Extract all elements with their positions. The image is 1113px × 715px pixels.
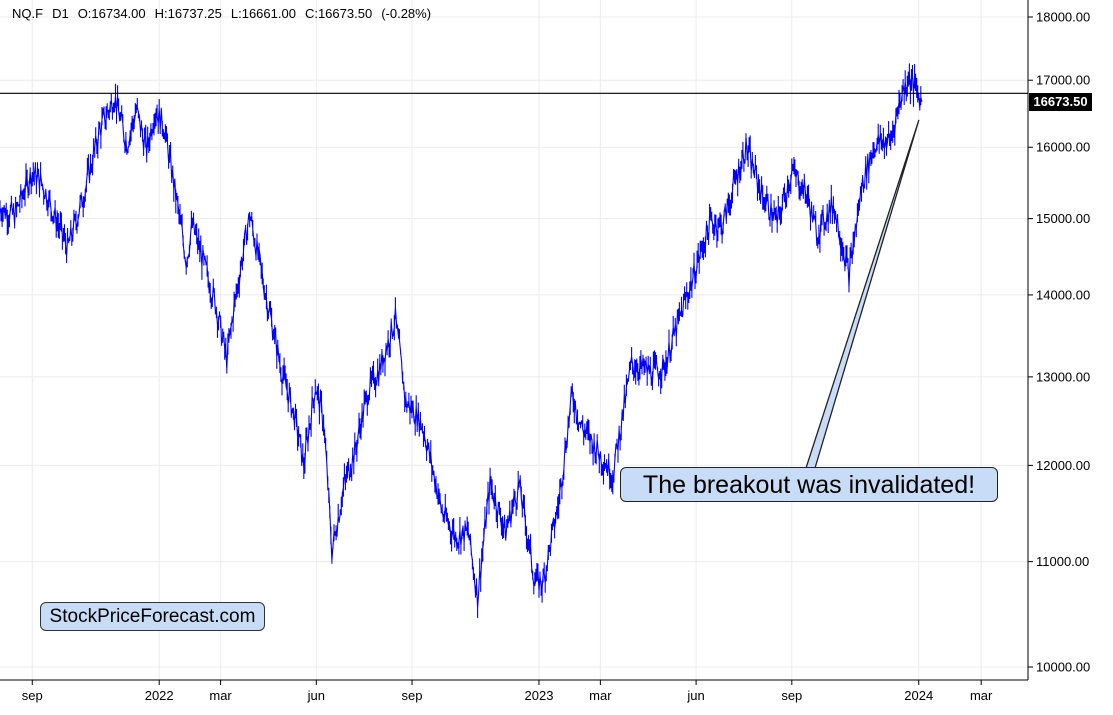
symbol-label: NQ.F — [12, 6, 44, 21]
y-tick-label: 14000.00 — [1036, 287, 1090, 302]
ohlc-header: NQ.F D1 O:16734.00 H:16737.25 L:16661.00 C:16… — [12, 6, 440, 21]
change-value: (-0.28%) — [381, 6, 432, 21]
x-tick-label: mar — [970, 688, 993, 703]
y-tick-label: 12000.00 — [1036, 458, 1090, 473]
y-tick-label: 15000.00 — [1036, 211, 1090, 226]
axes: 18000.00 17000.00 16000.00 15000.00 14000.00… — [0, 0, 1090, 703]
last-price-tag: 16673.50 — [1029, 93, 1092, 111]
open-value: O:16734.00 — [77, 6, 146, 21]
x-tick-label: sep — [402, 688, 423, 703]
close-value: C:16673.50 — [304, 6, 373, 21]
timeframe-label: D1 — [52, 6, 69, 21]
callout-pointer — [805, 119, 920, 469]
annotation-callout: The breakout was invalidated! — [620, 467, 998, 502]
y-tick-label: 16000.00 — [1036, 140, 1090, 155]
low-value: L:16661.00 — [230, 6, 296, 21]
grid — [0, 0, 1028, 680]
y-tick-label: 11000.00 — [1036, 554, 1089, 569]
x-tick-label: sep — [22, 688, 43, 703]
y-tick-label: 17000.00 — [1036, 73, 1090, 88]
high-value: H:16737.25 — [154, 6, 222, 21]
price-bars — [0, 63, 923, 618]
x-tick-label: sep — [781, 688, 802, 703]
x-tick-label: jun — [307, 688, 325, 703]
x-tick-label: 2022 — [145, 688, 174, 703]
x-tick-label: jun — [686, 688, 704, 703]
y-tick-label: 13000.00 — [1036, 369, 1090, 384]
x-tick-label: 2023 — [525, 688, 554, 703]
x-tick-label: mar — [209, 688, 232, 703]
price-series — [0, 63, 923, 618]
brand-watermark: StockPriceForecast.com — [40, 602, 265, 631]
y-tick-label: 18000.00 — [1036, 10, 1090, 25]
x-tick-label: mar — [589, 688, 612, 703]
x-tick-label: 2024 — [904, 688, 933, 703]
y-tick-label: 10000.00 — [1036, 660, 1090, 675]
